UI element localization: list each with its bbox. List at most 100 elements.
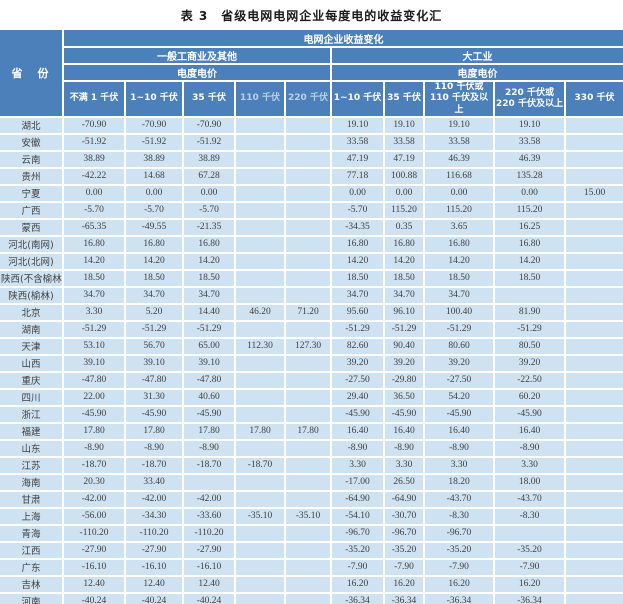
value-cell: 100.88 — [383, 166, 425, 186]
value-cell: 18.50 — [182, 268, 236, 288]
value-cell: 81.90 — [493, 302, 566, 322]
value-cell: 12.40 — [62, 574, 126, 594]
table-row: 山东 -8.90 -8.90 -8.90 -8.90 -8.90 -8.90 -8.90 — [0, 438, 623, 458]
table-row: 江苏 -18.70 -18.70 -18.70 -18.70 3.30 3.30 3.30 3.… — [0, 455, 623, 475]
value-cell — [234, 234, 286, 254]
revenue-change-table: 省 份 电网企业收益变化 一般工商业及其他 大工业 电度电价 电度电价 不满 1… — [0, 30, 623, 604]
value-cell: 46.39 — [493, 149, 566, 169]
value-cell — [234, 540, 286, 560]
value-cell: -8.90 — [330, 438, 385, 458]
value-cell: -18.70 — [62, 455, 126, 475]
value-cell: 46.20 — [234, 302, 286, 322]
value-cell — [234, 285, 286, 305]
volt-col-header: 1~10 千伏 — [124, 80, 184, 118]
header-row-voltage-columns: 不满 1 千伏 1~10 千伏 35 千伏 110 千伏 220 千伏 1~10… — [0, 80, 623, 118]
value-cell: 112.30 — [234, 336, 286, 356]
value-cell: 5.20 — [124, 302, 184, 322]
value-cell — [284, 166, 332, 186]
value-cell: -110.20 — [62, 523, 126, 543]
value-cell: 18.00 — [493, 472, 566, 492]
table-row: 湖南 -51.29 -51.29 -51.29 -51.29 -51.29 -51.29 -5… — [0, 319, 623, 339]
value-cell: 0.00 — [330, 183, 385, 203]
value-cell: 17.80 — [182, 421, 236, 441]
value-cell — [234, 268, 286, 288]
volt-col-header: 110 千伏或 110 千伏及以上 — [423, 80, 495, 118]
header-row-grand: 省 份 电网企业收益变化 — [0, 30, 623, 118]
value-cell: 34.70 — [124, 285, 184, 305]
value-cell — [284, 557, 332, 577]
value-cell: 19.10 — [330, 115, 385, 135]
province-label: 吉林 — [0, 574, 64, 594]
value-cell — [234, 217, 286, 237]
value-cell: -34.35 — [330, 217, 385, 237]
value-cell: -40.24 — [182, 591, 236, 604]
value-cell: 67.28 — [182, 166, 236, 186]
value-cell: 34.70 — [423, 285, 495, 305]
value-cell — [284, 370, 332, 390]
value-cell: 0.00 — [62, 183, 126, 203]
value-cell: -45.90 — [493, 404, 566, 424]
value-cell — [234, 115, 286, 135]
value-cell — [284, 387, 332, 407]
value-cell — [493, 285, 566, 305]
value-cell: -96.70 — [423, 523, 495, 543]
value-cell — [284, 455, 332, 475]
value-cell: -56.00 — [62, 506, 126, 526]
province-label: 湖南 — [0, 319, 64, 339]
value-cell: -51.29 — [330, 319, 385, 339]
value-cell: 0.35 — [383, 217, 425, 237]
value-cell: 100.40 — [423, 302, 495, 322]
value-cell: 39.20 — [330, 353, 385, 373]
value-cell: -51.29 — [493, 319, 566, 339]
value-cell: -40.24 — [124, 591, 184, 604]
value-cell: 36.50 — [383, 387, 425, 407]
value-cell — [563, 523, 623, 543]
value-cell — [284, 234, 332, 254]
value-cell — [234, 370, 286, 390]
table-row: 福建 17.80 17.80 17.80 17.80 17.80 16.40 16.40 16.… — [0, 421, 623, 441]
value-cell: -18.70 — [124, 455, 184, 475]
value-cell — [234, 319, 286, 339]
province-label: 山东 — [0, 438, 64, 458]
table-row: 重庆 -47.80 -47.80 -47.80 -27.50 -29.80 -27.50 -2… — [0, 370, 623, 390]
province-label: 广西 — [0, 200, 64, 220]
table-row: 山西 39.10 39.10 39.10 39.20 39.20 39.20 39.20 — [0, 353, 623, 373]
value-cell: 56.70 — [124, 336, 184, 356]
province-label: 北京 — [0, 302, 64, 322]
value-cell — [563, 455, 623, 475]
value-cell: 14.20 — [62, 251, 126, 271]
value-cell: 19.10 — [383, 115, 425, 135]
value-cell — [284, 251, 332, 271]
volt-col-header: 220 千伏或 220 千伏及以上 — [493, 80, 566, 118]
value-cell — [284, 217, 332, 237]
table-row: 江西 -27.90 -27.90 -27.90 -35.20 -35.20 -35.20 -3… — [0, 540, 623, 560]
value-cell: 18.50 — [62, 268, 126, 288]
value-cell — [563, 506, 623, 526]
value-cell: -5.70 — [124, 200, 184, 220]
volt-col-header: 1~10 千伏 — [330, 80, 385, 118]
value-cell: -51.29 — [383, 319, 425, 339]
province-label: 河南 — [0, 591, 64, 604]
value-cell: -27.90 — [62, 540, 126, 560]
value-cell — [284, 149, 332, 169]
value-cell: -36.34 — [383, 591, 425, 604]
value-cell — [563, 302, 623, 322]
value-cell: -33.60 — [182, 506, 236, 526]
value-cell: 3.30 — [383, 455, 425, 475]
value-cell — [284, 489, 332, 509]
value-cell: 18.50 — [124, 268, 184, 288]
value-cell — [563, 438, 623, 458]
value-cell: 16.20 — [423, 574, 495, 594]
value-cell: 18.50 — [330, 268, 385, 288]
value-cell — [234, 183, 286, 203]
value-cell: 18.50 — [493, 268, 566, 288]
value-cell: 34.70 — [62, 285, 126, 305]
value-cell: -29.80 — [383, 370, 425, 390]
value-cell — [284, 404, 332, 424]
value-cell: 16.25 — [493, 217, 566, 237]
value-cell — [284, 540, 332, 560]
province-label: 云南 — [0, 149, 64, 169]
value-cell — [563, 336, 623, 356]
value-cell: 14.20 — [330, 251, 385, 271]
value-cell: 40.60 — [182, 387, 236, 407]
